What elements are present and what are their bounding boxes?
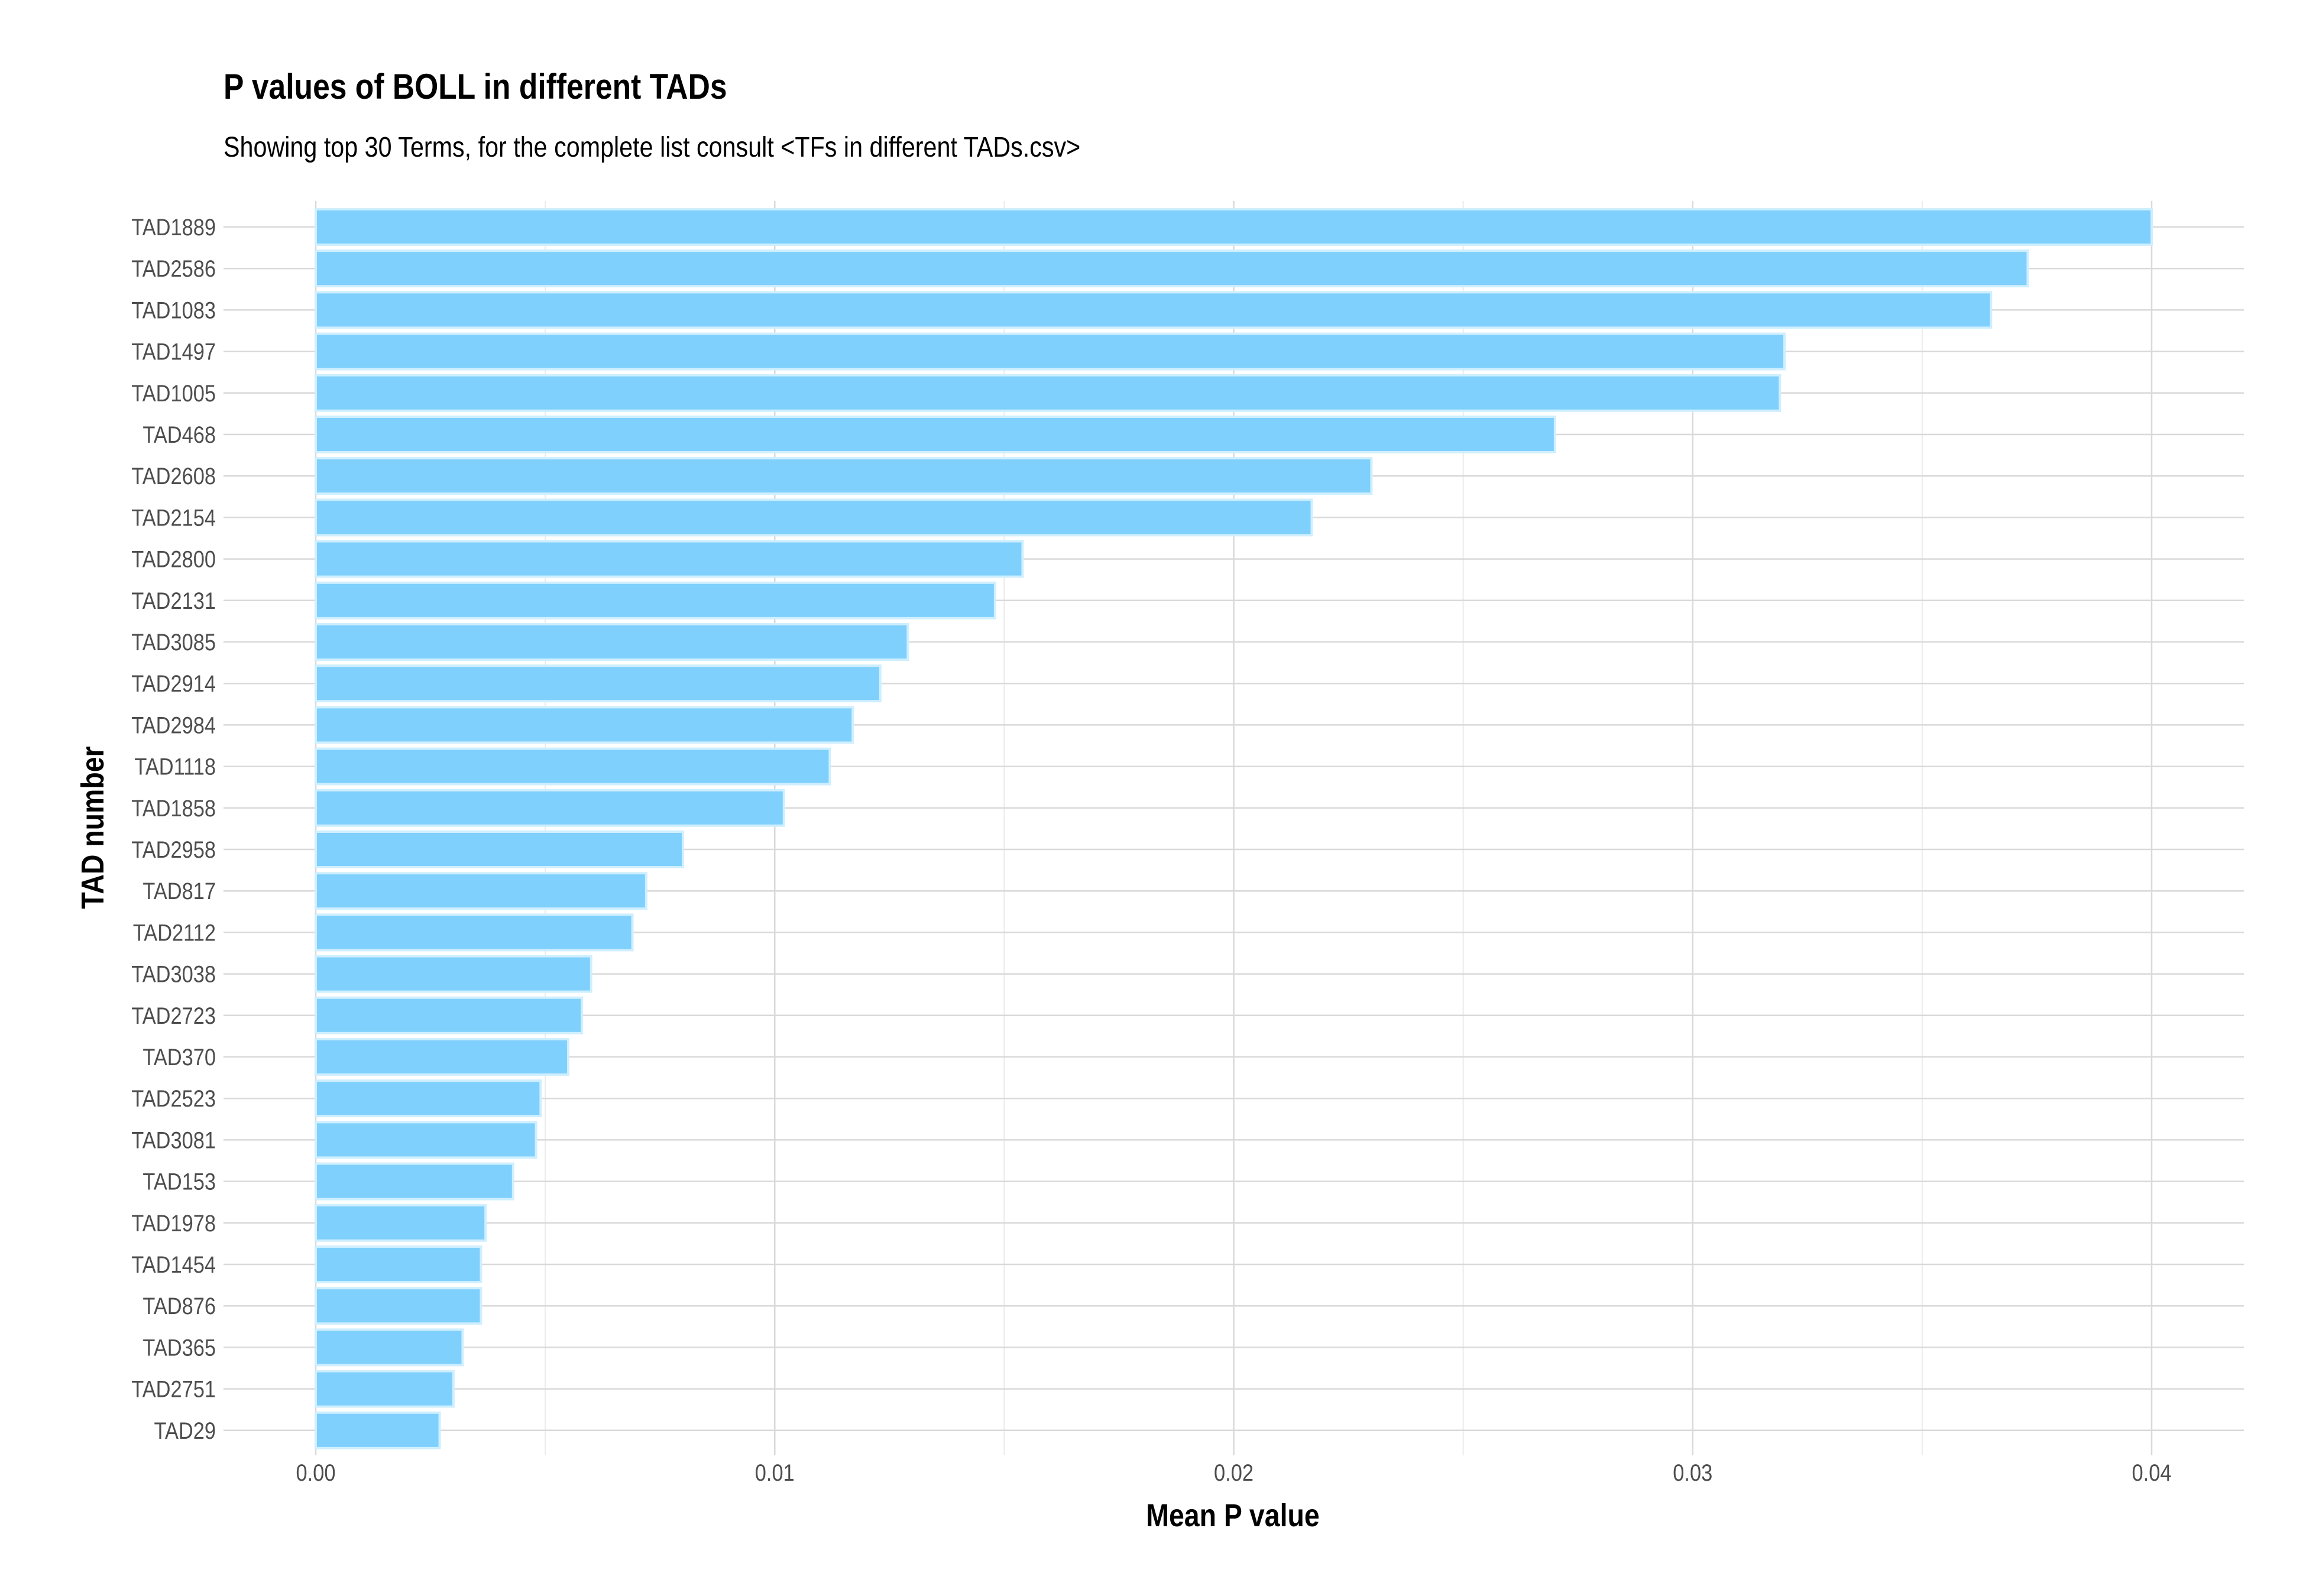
x-tick-label: 0.04 (2132, 1459, 2172, 1486)
bar-tad468 (315, 416, 1556, 453)
y-tick-label: TAD2112 (133, 919, 216, 946)
chart-title: P values of BOLL in different TADs (224, 67, 727, 106)
y-tick-label: TAD1889 (131, 214, 216, 241)
bar-tad153 (315, 1162, 514, 1201)
y-tick-label: TAD1118 (134, 753, 216, 780)
x-tick-label: 0.01 (755, 1459, 795, 1486)
y-tick-label: TAD817 (142, 878, 216, 904)
y-tick-label: TAD2751 (131, 1376, 216, 1402)
bar-tad2154 (315, 498, 1313, 537)
y-tick-label: TAD2608 (131, 463, 216, 489)
bar-tad1497 (315, 332, 1786, 371)
bar-tad2800 (315, 540, 1024, 578)
bar-tad1858 (315, 789, 785, 827)
bar-tad2131 (315, 581, 996, 619)
y-tick-label: TAD1083 (131, 297, 216, 323)
bar-tad3081 (315, 1121, 537, 1159)
bar-tad817 (315, 872, 647, 910)
y-tick-label: TAD2984 (131, 712, 216, 738)
y-tick-label: TAD468 (142, 421, 216, 448)
y-tick-label: TAD3085 (131, 629, 216, 656)
y-tick-label: TAD2131 (131, 587, 216, 614)
y-axis-title: TAD number (75, 746, 111, 909)
bar-tad2958 (315, 831, 684, 868)
bar-tad1978 (315, 1204, 487, 1242)
x-tick-labels: 0.00 0.01 0.02 0.03 0.04 (296, 1459, 2172, 1486)
y-tick-label: TAD2154 (131, 504, 216, 531)
y-tick-label: TAD2800 (131, 546, 216, 572)
y-tick-labels: TAD1889 TAD2586 TAD1083 TAD1497 TAD1005 TAD46… (131, 214, 216, 1444)
bar-tad876 (315, 1287, 482, 1325)
y-tick-label: TAD1858 (131, 794, 216, 821)
y-tick-label: TAD29 (154, 1417, 216, 1443)
bar-tad1454 (315, 1245, 482, 1283)
bar-tad3038 (315, 955, 592, 993)
bar-tad29 (315, 1411, 441, 1449)
x-tick-label: 0.02 (1214, 1459, 1254, 1486)
chart-subtitle: Showing top 30 Terms, for the complete l… (224, 132, 1081, 163)
bar-tad2586 (315, 249, 2029, 288)
bar-tad365 (315, 1328, 464, 1367)
y-tick-label: TAD370 (142, 1044, 216, 1071)
y-tick-label: TAD2586 (131, 255, 216, 282)
bar-tad1005 (315, 374, 1782, 412)
bar-tad370 (315, 1038, 569, 1076)
y-tick-label: TAD1978 (131, 1209, 216, 1236)
y-tick-label: TAD2914 (131, 670, 216, 697)
bar-tad2608 (315, 457, 1373, 495)
bar-tad2723 (315, 996, 584, 1034)
bar-tad1083 (315, 291, 1993, 329)
bar-tad2751 (315, 1370, 455, 1408)
y-tick-label: TAD3081 (131, 1127, 216, 1153)
bar-tad1889 (315, 208, 2153, 246)
bars (315, 208, 2153, 1449)
y-tick-label: TAD1497 (131, 338, 216, 365)
y-tick-label: TAD876 (142, 1293, 216, 1319)
y-tick-label: TAD1454 (131, 1251, 216, 1278)
bar-tad2112 (315, 913, 634, 952)
bar-tad2914 (315, 664, 882, 703)
x-tick-label: 0.03 (1673, 1459, 1712, 1486)
x-tick-label: 0.00 (296, 1459, 336, 1486)
y-tick-label: TAD2958 (131, 836, 216, 863)
x-axis-title: Mean P value (1146, 1497, 1319, 1533)
bar-tad3085 (315, 623, 909, 661)
bar-tad2523 (315, 1079, 542, 1118)
bar-tad1118 (315, 747, 831, 786)
y-tick-label: TAD1005 (131, 379, 216, 406)
bar-tad2984 (315, 706, 854, 744)
y-tick-label: TAD3038 (131, 961, 216, 987)
y-tick-label: TAD2723 (131, 1002, 216, 1029)
y-tick-label: TAD2523 (131, 1085, 216, 1112)
y-tick-label: TAD365 (142, 1334, 216, 1361)
y-tick-label: TAD153 (142, 1168, 216, 1195)
